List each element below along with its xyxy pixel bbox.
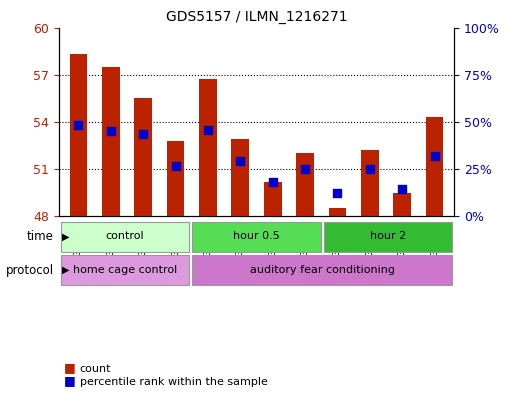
Bar	[296, 153, 314, 216]
Text: count: count	[80, 364, 111, 374]
Text: ■: ■	[64, 374, 76, 387]
Point	[204, 127, 212, 133]
Bar	[231, 139, 249, 216]
Point	[171, 163, 180, 169]
Bar	[426, 117, 443, 216]
Bar	[361, 150, 379, 216]
Bar	[192, 255, 452, 285]
Text: percentile rank within the sample: percentile rank within the sample	[80, 376, 267, 387]
Bar	[102, 67, 120, 216]
Point	[301, 166, 309, 172]
Bar	[328, 208, 346, 216]
Text: auditory fear conditioning: auditory fear conditioning	[250, 264, 395, 275]
Text: ▶: ▶	[62, 232, 69, 242]
Text: hour 2: hour 2	[370, 231, 406, 241]
Bar	[167, 141, 185, 216]
Text: home cage control: home cage control	[73, 264, 177, 275]
Bar	[61, 222, 189, 252]
Point	[74, 122, 83, 128]
Text: ▶: ▶	[62, 265, 69, 275]
Text: time: time	[27, 230, 54, 243]
Bar	[192, 222, 321, 252]
Text: protocol: protocol	[6, 264, 54, 277]
Point	[366, 166, 374, 172]
Bar	[70, 54, 87, 216]
Bar	[393, 193, 411, 216]
Point	[269, 178, 277, 185]
Bar	[199, 79, 217, 216]
Bar	[324, 222, 452, 252]
Title: GDS5157 / ILMN_1216271: GDS5157 / ILMN_1216271	[166, 10, 347, 24]
Point	[333, 189, 342, 196]
Point	[430, 153, 439, 160]
Text: control: control	[106, 231, 144, 241]
Point	[398, 186, 406, 193]
Bar	[61, 255, 189, 285]
Bar	[264, 182, 282, 216]
Text: ■: ■	[64, 361, 76, 374]
Bar	[134, 98, 152, 216]
Point	[107, 128, 115, 134]
Text: hour 0.5: hour 0.5	[233, 231, 280, 241]
Point	[236, 158, 244, 164]
Point	[139, 131, 147, 138]
